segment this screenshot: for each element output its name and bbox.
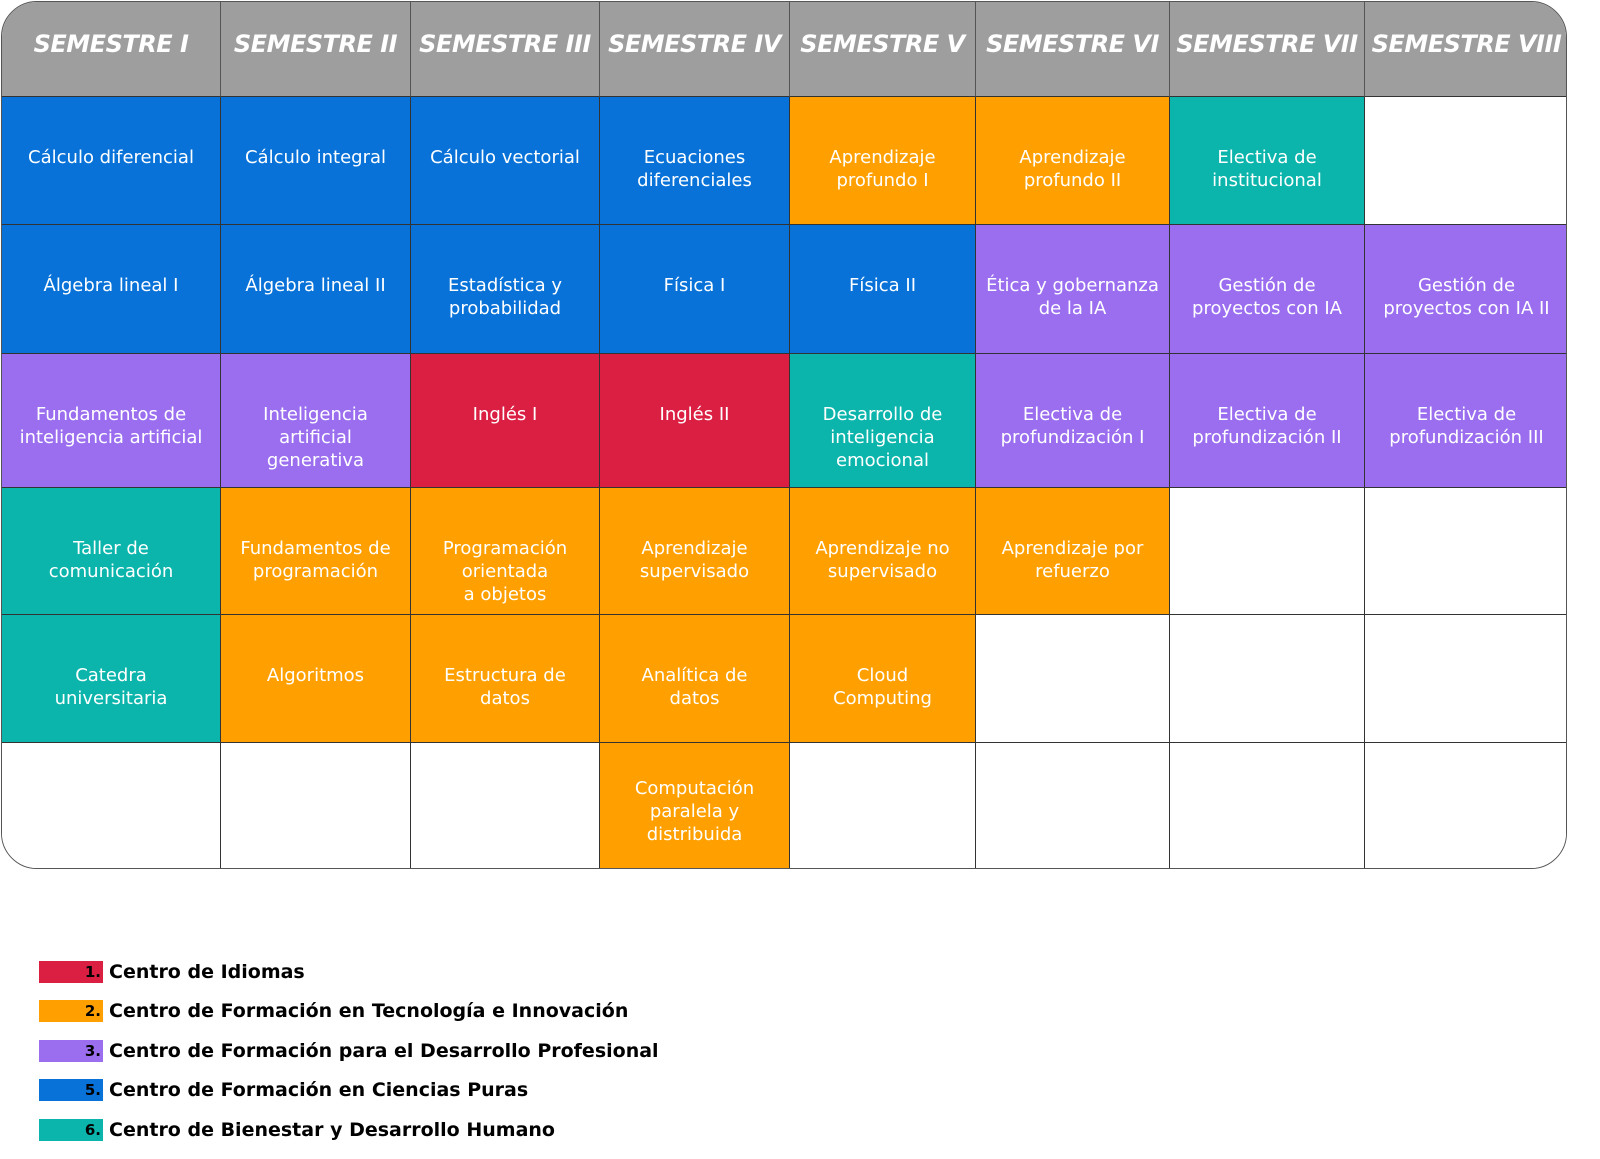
empty-cell <box>1365 488 1566 615</box>
course-cell: Ecuaciones diferenciales <box>600 97 790 225</box>
empty-cell <box>1365 615 1566 743</box>
course-cell: Catedra universitaria <box>2 615 221 743</box>
course-cell: Fundamentos de programación <box>221 488 411 615</box>
course-cell: Cálculo vectorial <box>411 97 600 225</box>
semester-header: SEMESTRE VI <box>976 2 1170 97</box>
course-cell: Electiva de institucional <box>1170 97 1365 225</box>
legend-item: 2. Centro de Formación en Tecnología e In… <box>39 992 659 1032</box>
course-cell: Cloud Computing <box>790 615 976 743</box>
course-cell: Algoritmos <box>221 615 411 743</box>
course-cell: Computación paralela y distribuida <box>600 743 790 868</box>
course-cell: Física I <box>600 225 790 354</box>
empty-cell <box>1365 743 1566 868</box>
course-cell: Analítica de datos <box>600 615 790 743</box>
course-cell: Física II <box>790 225 976 354</box>
semester-header: SEMESTRE I <box>2 2 221 97</box>
course-cell: Inteligencia artificial generativa <box>221 354 411 488</box>
empty-cell <box>411 743 600 868</box>
legend-label: Centro de Formación para el Desarrollo P… <box>109 1039 659 1062</box>
course-cell: Aprendizaje supervisado <box>600 488 790 615</box>
course-cell: Inglés I <box>411 354 600 488</box>
semester-header: SEMESTRE II <box>221 2 411 97</box>
course-cell: Cálculo diferencial <box>2 97 221 225</box>
course-cell: Álgebra lineal II <box>221 225 411 354</box>
empty-cell <box>976 615 1170 743</box>
legend-swatch: 1. <box>39 960 103 983</box>
legend-swatch: 6. <box>39 1118 103 1141</box>
course-cell: Aprendizaje por refuerzo <box>976 488 1170 615</box>
semester-header: SEMESTRE VII <box>1170 2 1365 97</box>
course-cell: Desarrollo de inteligencia emocional <box>790 354 976 488</box>
semester-header: SEMESTRE III <box>411 2 600 97</box>
legend-label: Centro de Formación en Ciencias Puras <box>109 1079 529 1102</box>
course-cell: Gestión de proyectos con IA <box>1170 225 1365 354</box>
legend-label: Centro de Formación en Tecnología e Inno… <box>109 1000 629 1023</box>
empty-cell <box>976 743 1170 868</box>
course-cell: Estructura de datos <box>411 615 600 743</box>
legend-label: Centro de Idiomas <box>109 960 305 983</box>
legend-item: 5. Centro de Formación en Ciencias Puras <box>39 1071 659 1111</box>
empty-cell <box>1170 488 1365 615</box>
legend-item: 1. Centro de Idiomas <box>39 952 659 992</box>
legend: 1. Centro de Idiomas 2. Centro de Formación… <box>39 952 659 1150</box>
course-cell: Cálculo integral <box>221 97 411 225</box>
course-cell: Estadística y probabilidad <box>411 225 600 354</box>
empty-cell <box>1365 97 1566 225</box>
semester-header: SEMESTRE V <box>790 2 976 97</box>
legend-item: 6. Centro de Bienestar y Desarrollo Human… <box>39 1110 659 1150</box>
empty-cell <box>1170 615 1365 743</box>
empty-cell <box>1170 743 1365 868</box>
course-cell: Fundamentos de inteligencia artificial <box>2 354 221 488</box>
empty-cell <box>2 743 221 868</box>
course-cell: Aprendizaje profundo II <box>976 97 1170 225</box>
course-cell: Aprendizaje profundo I <box>790 97 976 225</box>
empty-cell <box>221 743 411 868</box>
course-cell: Ética y gobernanza de la IA <box>976 225 1170 354</box>
legend-swatch: 2. <box>39 1000 103 1023</box>
legend-swatch: 5. <box>39 1079 103 1102</box>
course-cell: Electiva de profundización III <box>1365 354 1566 488</box>
course-cell: Programación orientada a objetos <box>411 488 600 615</box>
semester-header: SEMESTRE IV <box>600 2 790 97</box>
course-cell: Electiva de profundización I <box>976 354 1170 488</box>
course-cell: Aprendizaje no supervisado <box>790 488 976 615</box>
legend-label: Centro de Bienestar y Desarrollo Humano <box>109 1118 555 1141</box>
legend-item: 3. Centro de Formación para el Desarrollo… <box>39 1031 659 1071</box>
semester-header: SEMESTRE VIII <box>1365 2 1566 97</box>
legend-swatch: 3. <box>39 1039 103 1062</box>
course-cell: Inglés II <box>600 354 790 488</box>
course-cell: Álgebra lineal I <box>2 225 221 354</box>
course-cell: Taller de comunicación <box>2 488 221 615</box>
curriculum-table: SEMESTRE I SEMESTRE II SEMESTRE III SEMESTR… <box>1 1 1567 869</box>
course-cell: Gestión de proyectos con IA II <box>1365 225 1566 354</box>
empty-cell <box>790 743 976 868</box>
course-cell: Electiva de profundización II <box>1170 354 1365 488</box>
